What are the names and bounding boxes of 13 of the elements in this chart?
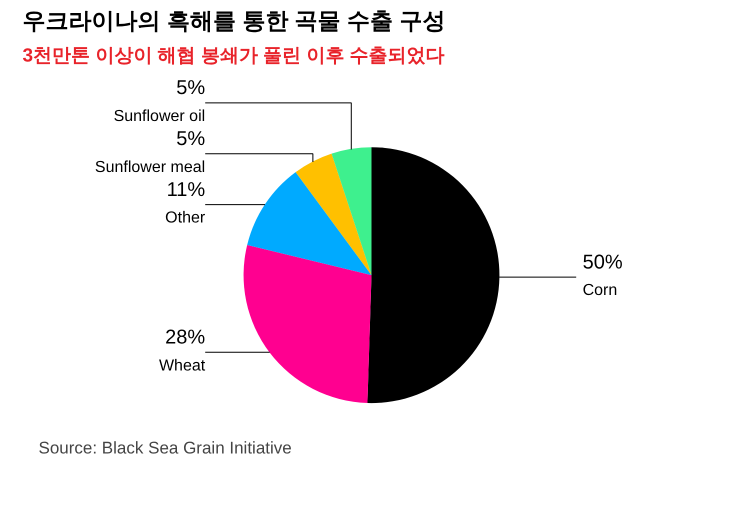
slice-label: Sunflower meal — [94, 158, 206, 176]
slice-label: Sunflower oil — [114, 108, 206, 125]
data-label: 11% — [166, 178, 206, 201]
data-label: 28% — [165, 326, 206, 348]
chart-title: 우크라이나의 흑해를 통한 곡물 수출 구성 — [22, 8, 446, 34]
slice-label: Corn — [582, 282, 618, 300]
slice-label: Other — [165, 210, 206, 227]
data-label: 5% — [176, 77, 206, 99]
data-label: 5% — [176, 128, 206, 150]
source-note: Source: Black Sea Grain Initiative — [38, 438, 292, 458]
chart-subtitle: 3천만톤 이상이 해협 봉쇄가 풀린 이후 수출되었다 — [22, 46, 445, 66]
slice-label: Wheat — [158, 357, 206, 374]
data-label: 50% — [582, 251, 623, 274]
